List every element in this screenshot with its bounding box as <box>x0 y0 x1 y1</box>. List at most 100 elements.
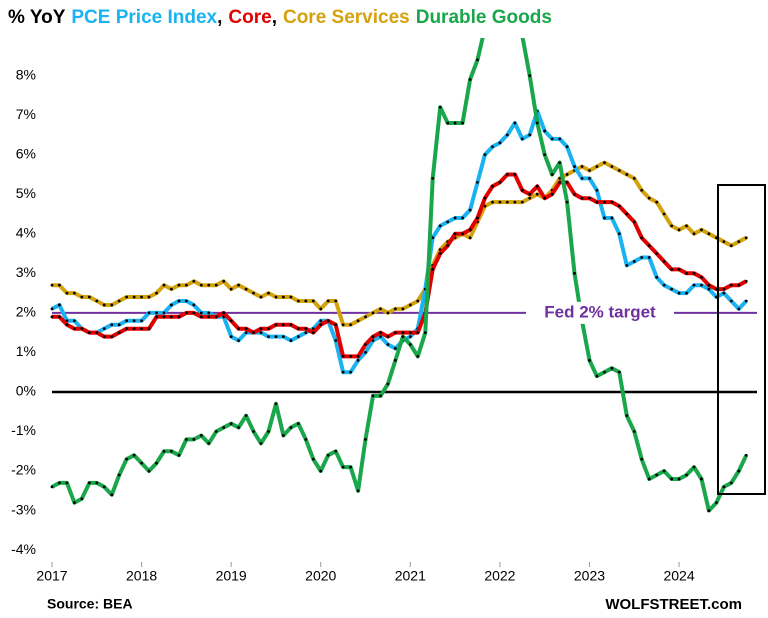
data-point <box>371 311 375 315</box>
data-point <box>274 323 278 327</box>
data-point <box>341 465 345 469</box>
data-point <box>498 180 502 184</box>
data-point <box>177 315 181 319</box>
data-point <box>140 295 143 299</box>
data-point <box>334 299 338 303</box>
data-point <box>50 307 54 311</box>
data-point <box>155 311 158 315</box>
data-point <box>468 208 472 212</box>
data-point <box>610 165 614 168</box>
data-point <box>110 323 114 327</box>
data-point <box>520 200 524 204</box>
data-point <box>386 382 390 386</box>
data-point <box>386 311 390 315</box>
data-point <box>632 260 636 263</box>
data-point <box>319 319 323 323</box>
data-point <box>588 169 591 172</box>
data-point <box>65 323 69 327</box>
data-point <box>573 192 576 196</box>
reference-label-bg <box>526 301 674 324</box>
data-point <box>304 299 308 303</box>
data-point <box>349 465 352 469</box>
data-point <box>565 200 569 204</box>
data-point <box>625 264 629 267</box>
x-tick-label: 2023 <box>574 568 605 584</box>
data-point <box>722 291 726 295</box>
data-point <box>655 275 659 279</box>
data-point <box>617 370 621 374</box>
data-point <box>670 267 674 271</box>
data-point <box>244 331 248 335</box>
data-point <box>237 327 240 331</box>
y-tick-label: 4% <box>16 224 36 240</box>
data-point <box>715 501 718 505</box>
x-tick-label: 2024 <box>663 568 694 584</box>
data-point <box>685 271 688 275</box>
data-point <box>58 283 61 287</box>
data-point <box>498 200 502 204</box>
data-point <box>207 315 211 319</box>
data-point <box>446 220 450 224</box>
data-point <box>65 291 69 295</box>
data-point <box>737 469 741 473</box>
data-point <box>207 441 211 445</box>
data-point <box>700 477 703 481</box>
title-separator: , <box>217 7 222 28</box>
x-tick-label: 2017 <box>36 568 67 584</box>
data-point <box>558 177 562 180</box>
data-point <box>662 260 666 263</box>
data-point <box>580 165 584 168</box>
data-point <box>170 303 173 307</box>
data-point <box>476 180 479 184</box>
data-point <box>364 315 367 319</box>
data-point <box>692 232 696 236</box>
data-point <box>199 311 203 315</box>
data-point <box>229 335 233 338</box>
data-point <box>184 311 188 315</box>
data-point <box>364 351 367 354</box>
data-point <box>543 153 547 157</box>
data-point <box>349 354 352 358</box>
data-point <box>647 244 651 248</box>
data-point <box>393 358 397 362</box>
data-point <box>438 105 442 109</box>
y-tick-label: -3% <box>11 501 36 517</box>
data-point <box>102 327 106 331</box>
data-point <box>670 477 674 481</box>
data-point <box>214 315 218 319</box>
data-point <box>640 188 644 192</box>
data-point <box>267 430 270 433</box>
data-point <box>685 473 688 477</box>
data-point <box>281 335 285 338</box>
data-point <box>252 430 255 433</box>
data-point <box>386 335 390 338</box>
data-point <box>177 299 181 303</box>
data-point <box>110 493 114 497</box>
data-point <box>692 283 696 287</box>
data-point <box>528 192 532 196</box>
data-point <box>259 441 263 445</box>
data-point <box>453 232 457 236</box>
x-tick-label: 2022 <box>484 568 515 584</box>
data-point <box>610 366 614 370</box>
data-point <box>505 133 509 137</box>
data-point <box>289 339 293 342</box>
data-point <box>319 323 323 327</box>
source: Source: BEA <box>47 596 133 612</box>
data-point <box>274 402 278 406</box>
legend-entry: Durable Goods <box>416 7 552 28</box>
y-tick-label: 5% <box>16 185 36 201</box>
data-point <box>50 283 54 287</box>
y-tick-label: -4% <box>11 541 36 557</box>
data-point <box>371 394 375 398</box>
data-point <box>498 141 502 145</box>
data-point <box>625 212 629 216</box>
data-point <box>393 347 397 350</box>
data-point <box>334 449 338 453</box>
data-point <box>528 196 532 200</box>
data-point <box>729 481 733 485</box>
data-point <box>356 489 360 493</box>
data-point <box>184 283 188 287</box>
data-point <box>125 457 129 461</box>
